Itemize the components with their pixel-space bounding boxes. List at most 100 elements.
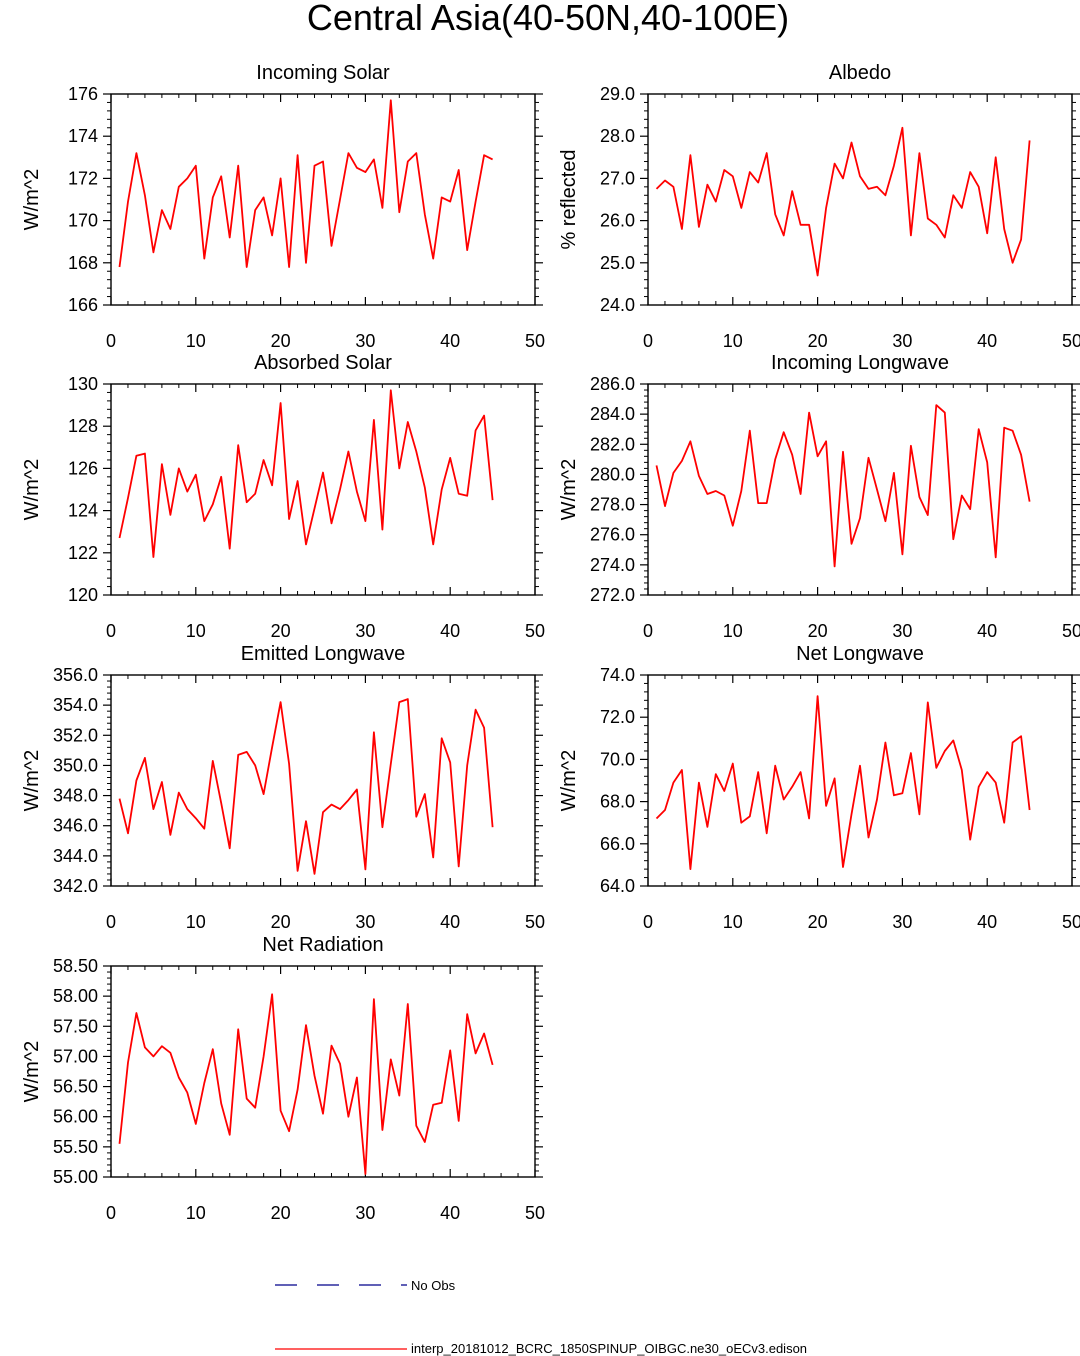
plot-frame: [110, 383, 536, 596]
series-line: [118, 389, 494, 558]
y-tick-label: 346.0: [53, 816, 98, 836]
y-axis-label: W/m^2: [558, 459, 580, 521]
y-axis-label: W/m^2: [21, 169, 43, 231]
y-tick-label: 282.0: [590, 434, 635, 454]
x-tick-label: 20: [271, 331, 291, 351]
x-tick-label: 0: [643, 912, 653, 932]
panel-title: Incoming Solar: [256, 62, 390, 84]
y-tick-label: 27.0: [600, 168, 635, 188]
y-axis-label: W/m^2: [21, 459, 43, 521]
y-tick-label: 274.0: [590, 555, 635, 575]
x-tick-label: 40: [977, 912, 997, 932]
x-tick-label: 30: [355, 912, 375, 932]
panel-title: Net Radiation: [262, 934, 383, 956]
series-line: [655, 404, 1031, 568]
x-tick-label: 40: [977, 331, 997, 351]
x-tick-label: 30: [355, 621, 375, 641]
y-tick-label: 58.50: [53, 956, 98, 976]
x-tick-label: 0: [106, 1203, 116, 1223]
y-tick-label: 64.0: [600, 876, 635, 896]
y-tick-label: 276.0: [590, 525, 635, 545]
x-tick-label: 10: [723, 331, 743, 351]
panel-title: Net Longwave: [796, 643, 924, 665]
x-tick-label: 30: [892, 912, 912, 932]
x-tick-label: 50: [1062, 621, 1080, 641]
chart-panel: 0 10 20 30 40 50 272.0 274.0 276.0 278.0 280.0 282.…: [558, 352, 1080, 641]
y-tick-label: 126: [68, 458, 98, 478]
chart-panel: 0 10 20 30 40 50 55.00 55.50 56.00 56.50 57.00 57.5…: [21, 934, 545, 1223]
y-tick-label: 350.0: [53, 755, 98, 775]
chart-panel: 0 10 20 30 40 50 24.0 25.0 26.0 27.0 28.0 29.0 Albed…: [558, 62, 1080, 351]
y-tick-label: 72.0: [600, 707, 635, 727]
y-tick-label: 56.00: [53, 1107, 98, 1127]
x-tick-label: 30: [892, 331, 912, 351]
y-tick-label: 55.50: [53, 1137, 98, 1157]
x-tick-label: 0: [643, 621, 653, 641]
y-tick-label: 344.0: [53, 846, 98, 866]
y-tick-label: 120: [68, 585, 98, 605]
chart-panel: 0 10 20 30 40 50 120 122 124 126 128 130 Absorbed So…: [21, 352, 545, 641]
chart-panel: 0 10 20 30 40 50 342.0 344.0 346.0 348.0 350.0 352.…: [21, 643, 545, 932]
y-axis-label: W/m^2: [21, 750, 43, 812]
series-line: [655, 126, 1031, 277]
y-tick-label: 172: [68, 168, 98, 188]
x-tick-label: 20: [271, 912, 291, 932]
plot-frame: [647, 383, 1073, 596]
y-tick-label: 286.0: [590, 374, 635, 394]
panel-title: Albedo: [829, 62, 891, 84]
chart-panel: 0 10 20 30 40 50 64.0 66.0 68.0 70.0 72.0 74.0 Net L…: [558, 643, 1080, 932]
series-line: [118, 99, 493, 268]
chart-panel: 0 10 20 30 40 50 166 168 170 172 174 176 Incoming So…: [21, 62, 545, 351]
y-tick-label: 278.0: [590, 495, 635, 515]
y-tick-label: 26.0: [600, 211, 635, 231]
y-tick-label: 354.0: [53, 695, 98, 715]
x-tick-label: 0: [106, 912, 116, 932]
legend-obs-label: No Obs: [411, 1278, 456, 1293]
x-tick-label: 40: [440, 621, 460, 641]
x-tick-label: 10: [186, 331, 206, 351]
x-tick-label: 50: [525, 912, 545, 932]
y-tick-label: 70.0: [600, 749, 635, 769]
y-tick-label: 130: [68, 374, 98, 394]
x-tick-label: 50: [525, 621, 545, 641]
series-line: [118, 698, 494, 875]
y-tick-label: 174: [68, 126, 98, 146]
y-tick-label: 348.0: [53, 786, 98, 806]
x-tick-label: 50: [1062, 331, 1080, 351]
y-tick-label: 57.00: [53, 1046, 98, 1066]
y-tick-label: 58.00: [53, 986, 98, 1006]
x-tick-label: 50: [525, 1203, 545, 1223]
x-tick-label: 20: [808, 621, 828, 641]
y-tick-label: 170: [68, 211, 98, 231]
series-line: [655, 695, 1031, 870]
legend-model-label: interp_20181012_BCRC_1850SPINUP_OIBGC.ne…: [411, 1341, 807, 1356]
y-tick-label: 342.0: [53, 876, 98, 896]
y-tick-label: 25.0: [600, 253, 635, 273]
plot-frame: [110, 93, 536, 306]
y-tick-label: 284.0: [590, 404, 635, 424]
x-tick-label: 50: [1062, 912, 1080, 932]
y-tick-label: 28.0: [600, 126, 635, 146]
x-tick-label: 10: [723, 912, 743, 932]
panel-title: Incoming Longwave: [771, 352, 949, 374]
x-tick-label: 20: [271, 621, 291, 641]
x-tick-label: 30: [892, 621, 912, 641]
y-axis-label: W/m^2: [21, 1041, 43, 1103]
y-axis-label: % reflected: [558, 149, 580, 249]
x-tick-label: 10: [186, 621, 206, 641]
x-tick-label: 10: [186, 912, 206, 932]
y-tick-label: 124: [68, 501, 98, 521]
x-tick-label: 30: [355, 1203, 375, 1223]
legend: No Obs interp_20181012_BCRC_1850SPINUP_O…: [275, 1278, 807, 1356]
y-tick-label: 272.0: [590, 585, 635, 605]
plot-frame: [647, 674, 1073, 887]
y-tick-label: 352.0: [53, 725, 98, 745]
y-tick-label: 128: [68, 416, 98, 436]
y-tick-label: 74.0: [600, 665, 635, 685]
y-tick-label: 356.0: [53, 665, 98, 685]
x-tick-label: 30: [355, 331, 375, 351]
plot-frame: [647, 93, 1073, 306]
y-tick-label: 55.00: [53, 1167, 98, 1187]
plot-frame: [110, 674, 536, 887]
